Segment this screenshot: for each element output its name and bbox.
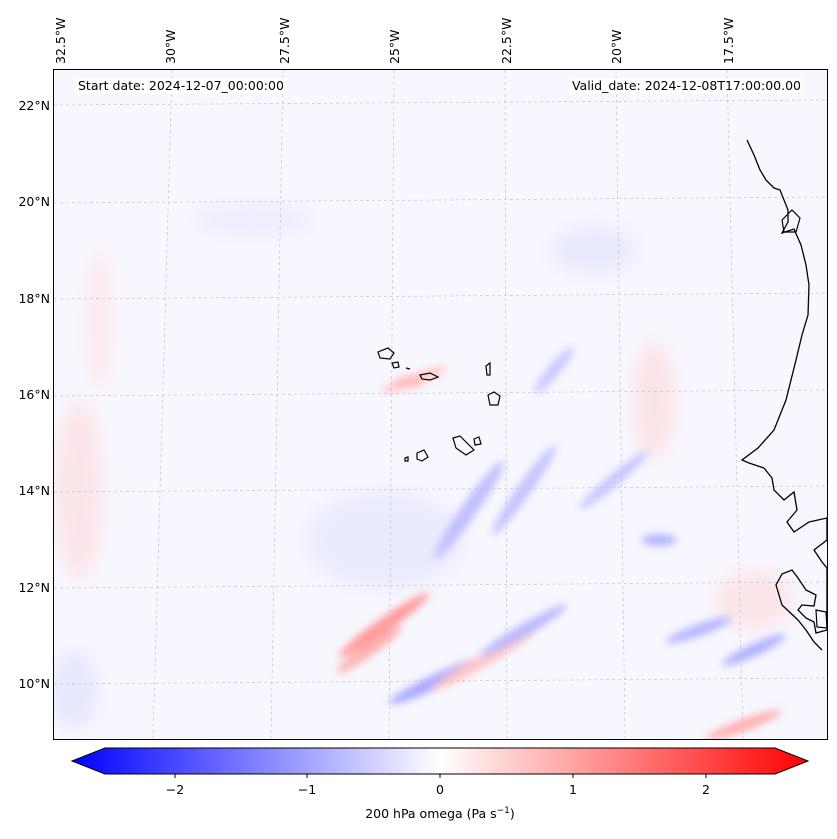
lat-label-10n: 10°N (18, 676, 50, 691)
colorbar-label-end: ) (509, 806, 515, 822)
valid-date-label: Valid_date: 2024-12-08T17:00:00.00 (569, 78, 803, 94)
island-boa-vista (487, 391, 501, 406)
colorbar-tick-neg1: −1 (297, 782, 317, 797)
colorbar (70, 747, 810, 778)
positive-omega-region (632, 340, 676, 460)
colorbar-tick-0: 0 (436, 782, 444, 797)
colorbar-tick-1: 1 (569, 782, 577, 797)
island-sao-vicente (391, 361, 400, 369)
positive-omega-region (54, 400, 104, 580)
negative-omega-region (194, 202, 314, 238)
graticule (54, 70, 827, 739)
coastal-inlet (781, 209, 801, 233)
negative-omega-streak (491, 444, 557, 536)
negative-omega-streak (433, 460, 505, 560)
lat-label-14n: 14°N (18, 483, 50, 498)
negative-omega-streak (722, 634, 786, 666)
omega-field (54, 202, 794, 739)
lat-label-16n: 16°N (18, 387, 50, 402)
island-fogo (416, 449, 429, 462)
negative-omega-streak (666, 616, 732, 644)
negative-omega-region (304, 490, 464, 590)
negative-omega-streak (480, 604, 568, 656)
bijagos-islands (815, 609, 827, 629)
colorbar-tick-neg2: −2 (165, 782, 185, 797)
colorbar-label-main: 200 hPa omega (Pa s (365, 806, 497, 822)
positive-omega-region (714, 570, 794, 630)
island-sao-nicolau (419, 372, 440, 381)
lon-label-25w: 25°W (387, 29, 402, 64)
positive-omega-streak (336, 626, 402, 674)
colorbar-label: 200 hPa omega (Pa s−1) (0, 806, 837, 821)
island-maio (473, 436, 482, 446)
negative-omega-region (54, 650, 99, 730)
start-date-label: Start date: 2024-12-07_00:00:00 (76, 78, 286, 94)
island-sal (485, 361, 491, 376)
island-santa-luzia (405, 367, 411, 370)
lon-label-27-5w: 27.5°W (277, 17, 292, 64)
lon-label-32-5w: 32.5°W (53, 17, 68, 64)
positive-omega-streak (431, 629, 537, 691)
island-santiago (452, 435, 475, 456)
negative-omega-streak (641, 534, 677, 546)
positive-omega-streak (394, 377, 424, 387)
lat-label-20n: 20°N (18, 194, 50, 209)
colorbar-ticks (174, 774, 707, 778)
lon-label-22-5w: 22.5°W (499, 17, 514, 64)
cape-verde-islands (377, 347, 501, 462)
positive-omega-streak (706, 710, 782, 739)
lon-label-17-5w: 17.5°W (721, 17, 736, 64)
colorbar-label-sup: −1 (496, 806, 510, 816)
omega-field-map (54, 70, 827, 739)
positive-omega-streak (338, 592, 430, 658)
colorbar-tick-2: 2 (702, 782, 710, 797)
colorbar-gradient (70, 747, 810, 775)
lat-label-18n: 18°N (18, 291, 50, 306)
lon-label-30w: 30°W (163, 29, 178, 64)
lat-label-22n: 22°N (18, 98, 50, 113)
island-santo-antao (377, 347, 395, 360)
lat-label-12n: 12°N (18, 580, 50, 595)
negative-omega-streak (534, 346, 574, 394)
map-panel[interactable] (53, 69, 828, 740)
positive-omega-region (85, 250, 113, 390)
negative-omega-region (549, 225, 639, 275)
africa-coastline (740, 139, 827, 651)
island-brava (404, 456, 409, 462)
negative-omega-streak (579, 450, 649, 510)
lon-label-20w: 20°W (609, 29, 624, 64)
